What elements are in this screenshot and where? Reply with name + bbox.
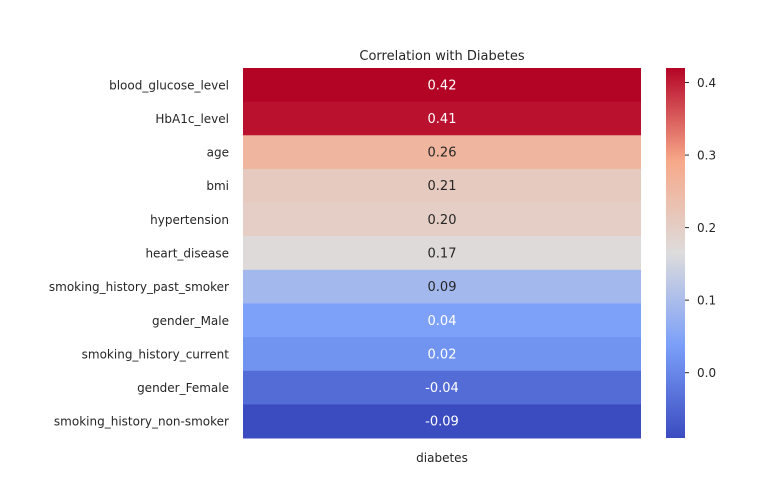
heatmap-cell — [243, 135, 641, 170]
row-label: bmi — [206, 179, 229, 193]
colorbar-tick-label: 0.1 — [697, 294, 716, 308]
colorbar-tick-label: 0.0 — [697, 366, 716, 380]
cell-value-label: 0.42 — [428, 78, 457, 93]
colorbar — [666, 68, 685, 438]
row-label: gender_Male — [152, 314, 229, 328]
heatmap-cell — [243, 236, 641, 271]
cell-value-label: 0.26 — [428, 146, 457, 161]
cell-value-label: 0.17 — [428, 247, 457, 262]
heatmap-cells: 0.42 0.41 0.26 0.21 0.20 0.17 0.09 0.04 0.02 -0.0… — [243, 68, 641, 439]
colorbar-tick-label: 0.2 — [697, 221, 716, 235]
x-tick-labels: diabetes — [416, 451, 468, 465]
cell-value-label: 0.04 — [428, 314, 457, 329]
row-label: smoking_history_current — [82, 347, 230, 361]
cell-value-label: 0.09 — [428, 280, 457, 295]
heatmap-cell — [243, 337, 641, 372]
heatmap-cell — [243, 202, 641, 237]
cell-value-label: 0.02 — [428, 347, 457, 362]
heatmap-cell — [243, 269, 641, 304]
cell-value-label: 0.21 — [428, 179, 457, 194]
row-label: smoking_history_past_smoker — [49, 280, 229, 294]
chart-title: Correlation with Diabetes — [359, 49, 524, 64]
colorbar-tick-label: 0.3 — [697, 149, 716, 163]
row-label: heart_disease — [145, 247, 229, 261]
heatmap-cell — [243, 168, 641, 204]
cell-value-label: 0.20 — [428, 213, 457, 228]
row-label: hypertension — [150, 213, 229, 227]
heatmap-cell — [243, 370, 641, 405]
row-label: blood_glucose_level — [109, 78, 229, 92]
heatmap-cell — [243, 68, 641, 103]
row-label: HbA1c_level — [155, 112, 229, 126]
cell-value-label: 0.41 — [428, 112, 457, 127]
colorbar-ticks: 0.0 0.1 0.2 0.3 0.4 — [685, 76, 716, 380]
heatmap-cell — [243, 303, 641, 338]
heatmap-cell — [243, 404, 641, 439]
cell-value-label: -0.09 — [425, 415, 459, 430]
cell-value-label: -0.04 — [425, 381, 459, 396]
row-label: age — [207, 146, 229, 160]
x-tick-label: diabetes — [416, 451, 468, 465]
row-label: smoking_history_non-smoker — [54, 415, 229, 429]
row-label: gender_Female — [137, 381, 229, 395]
colorbar-tick-label: 0.4 — [697, 76, 716, 90]
heatmap-cell — [243, 101, 641, 136]
